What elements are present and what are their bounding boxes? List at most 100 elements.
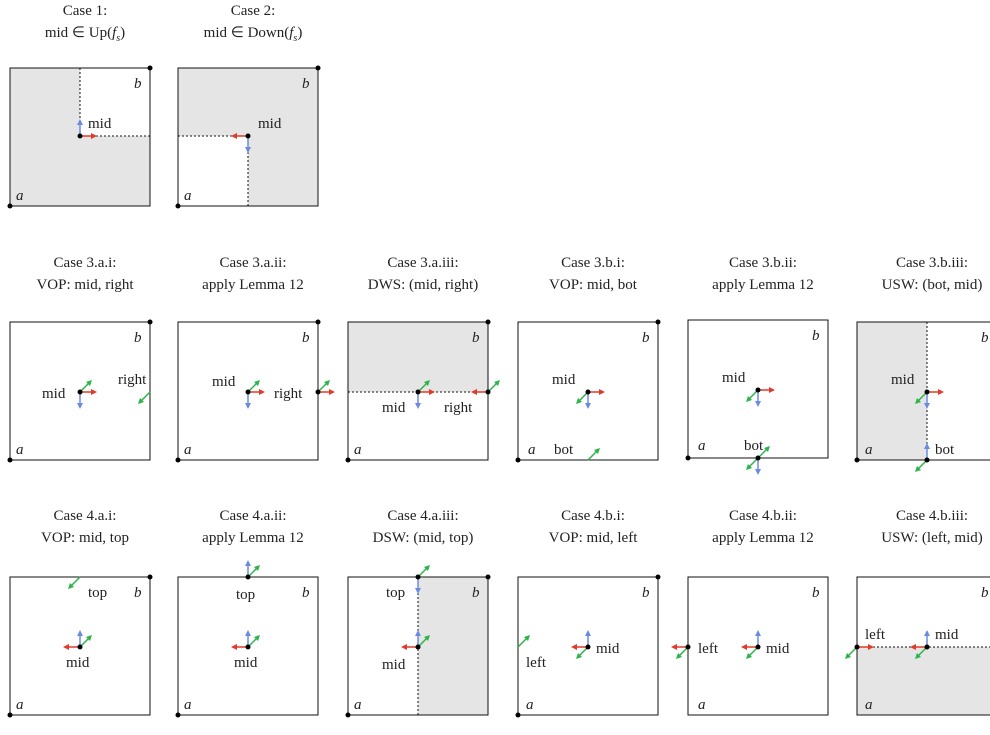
- arrowhead: [415, 588, 421, 594]
- case-3-b-ii: Case 3.b.ii: apply Lemma 12 mid bot a b: [685, 252, 838, 482]
- corner-a-point: [7, 457, 13, 463]
- mid-point: [755, 387, 761, 393]
- mid-point: [755, 644, 761, 650]
- corner-b-point: [147, 574, 153, 580]
- case-title: Case 3.b.ii: apply Lemma 12: [663, 252, 863, 296]
- case-title: Case 4.a.ii: apply Lemma 12: [153, 505, 353, 549]
- case-title-line1: Case 4.b.iii:: [895, 508, 969, 524]
- arrowhead: [329, 389, 335, 395]
- corner-b-label: b: [981, 585, 989, 601]
- arrowhead: [86, 635, 92, 641]
- corner-b-label: b: [302, 76, 310, 92]
- corner-a-point: [345, 712, 351, 718]
- arrowhead: [401, 644, 407, 650]
- bot-label: bot: [554, 442, 574, 458]
- case-diagram: top mid a b: [175, 560, 319, 718]
- arrowhead: [424, 565, 430, 571]
- mid-label: mid: [234, 655, 258, 671]
- mid-label: mid: [552, 372, 576, 388]
- case-title-line2: mid ∈ Down(fs): [203, 25, 303, 44]
- right-point: [315, 389, 321, 395]
- corner-b-label: b: [981, 330, 989, 346]
- corner-b-point: [485, 574, 491, 580]
- case-title: Case 1: mid ∈ Up(fs): [0, 0, 185, 50]
- case-title: Case 3.b.i: VOP: mid, bot: [493, 252, 693, 296]
- corner-a-point: [7, 712, 13, 718]
- mid-point: [415, 389, 421, 395]
- arrowhead: [424, 635, 430, 641]
- corner-b-label: b: [812, 328, 820, 344]
- corner-b-point: [315, 65, 321, 71]
- corner-b-label: b: [472, 585, 480, 601]
- corner-b-point: [655, 319, 661, 325]
- arrowhead: [77, 630, 83, 636]
- corner-a-point: [515, 457, 521, 463]
- case-title-line1: Case 4.b.ii:: [729, 508, 797, 524]
- arrowhead: [746, 464, 752, 470]
- bot-point: [924, 457, 930, 463]
- case-title-line2: VOP: mid, bot: [549, 277, 637, 293]
- case-diagram: top mid a b: [345, 565, 491, 718]
- arrowhead: [924, 443, 930, 449]
- mid-label: mid: [722, 370, 746, 386]
- arrowhead: [86, 380, 92, 386]
- mid-point: [245, 133, 251, 139]
- corner-a-label: a: [865, 697, 873, 713]
- arrowhead: [77, 403, 83, 409]
- case-title-line2: DSW: (mid, top): [372, 530, 474, 546]
- mid-label: mid: [66, 655, 90, 671]
- corner-b-point: [147, 65, 153, 71]
- corner-b-point: [655, 574, 661, 580]
- case-title-line1: Case 3.a.i:: [53, 255, 117, 271]
- case-diagram: left mid a b: [671, 576, 829, 716]
- arrowhead: [938, 389, 944, 395]
- case-title-line2: apply Lemma 12: [202, 277, 304, 293]
- mid-label: mid: [766, 641, 790, 657]
- case-title: Case 3.a.i: VOP: mid, right: [0, 252, 185, 296]
- case-3-b-i: Case 3.b.i: VOP: mid, bot mid bot a b: [515, 252, 668, 482]
- bot-label: bot: [744, 438, 764, 454]
- case-title: Case 4.a.i: VOP: mid, top: [0, 505, 185, 549]
- corner-a-label: a: [528, 442, 536, 458]
- case-title-line1: Case 3.b.iii:: [895, 255, 969, 271]
- arrowhead: [231, 644, 237, 650]
- arrowhead: [910, 644, 916, 650]
- corner-b-label: b: [472, 330, 480, 346]
- corner-a-point: [515, 712, 521, 718]
- arrowhead: [585, 403, 591, 409]
- arrowhead: [415, 630, 421, 636]
- square-border: [856, 321, 990, 461]
- case-3-a-ii: Case 3.a.ii: apply Lemma 12 mid right a …: [175, 252, 335, 482]
- arrowhead: [676, 653, 682, 659]
- shaded-region: [857, 322, 927, 460]
- corner-a-label: a: [16, 442, 24, 458]
- top-point: [415, 574, 421, 580]
- top-label: top: [236, 587, 255, 603]
- arrowhead: [599, 389, 605, 395]
- top-point: [245, 574, 251, 580]
- corner-a-label: a: [865, 442, 873, 458]
- corner-a-point: [175, 457, 181, 463]
- case-diagram: mid bot a b: [515, 319, 661, 463]
- case-diagram: mid right a b: [7, 319, 153, 463]
- case-title-line2: apply Lemma 12: [712, 530, 814, 546]
- case-title-line1: Case 4.a.iii:: [387, 508, 459, 524]
- corner-a-label: a: [698, 697, 706, 713]
- corner-a-label: a: [184, 188, 192, 204]
- mid-point: [924, 389, 930, 395]
- corner-b-label: b: [134, 585, 142, 601]
- arrowhead: [254, 380, 260, 386]
- corner-a-label: a: [16, 697, 24, 713]
- case-diagram: mid bot a b: [685, 319, 829, 475]
- mid-label: mid: [212, 374, 236, 390]
- arrowhead: [524, 635, 530, 641]
- mid-label: mid: [258, 116, 282, 132]
- case-4-b-iii: Case 4.b.iii: USW: (left, mid) left mid …: [845, 505, 990, 735]
- corner-b-label: b: [642, 585, 650, 601]
- case-title: Case 3.b.iii: USW: (bot, mid): [832, 252, 990, 296]
- arrowhead: [63, 644, 69, 650]
- left-label: left: [865, 627, 886, 643]
- corner-a-point: [854, 457, 860, 463]
- case-title: Case 4.b.iii: USW: (left, mid): [832, 505, 990, 549]
- case-title-line1: Case 3.b.i:: [561, 255, 625, 271]
